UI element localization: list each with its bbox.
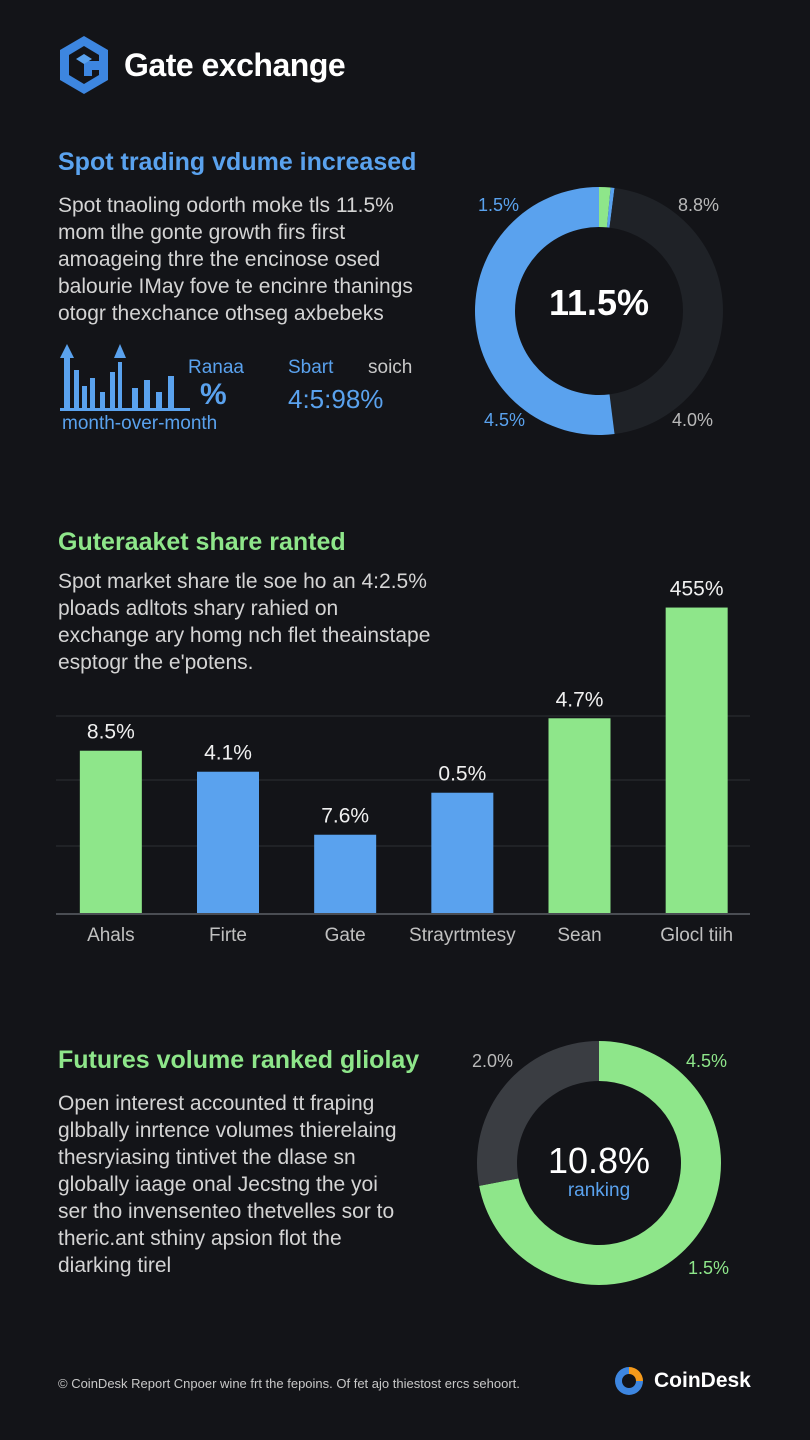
donut1-label-top-right: 8.8% [678,195,720,215]
bar-value-label: 4.7% [556,688,604,711]
section1-title: Spot trading vdume increased [58,148,417,176]
paragraph-line: thesryiasing tintivet the dlase sn [58,1146,356,1169]
donut-slice-1 [606,187,615,228]
paragraph-line: ser tho invensenteo thetvelles sor to [58,1200,395,1223]
paragraph-line: glbbally inrtence volumes thierelaing [58,1119,397,1142]
mini-title-3: soich [368,357,413,378]
donut1-label-top-left: 1.5% [478,195,520,215]
bar-gate [314,834,377,913]
mini-percent-sign: % [200,378,227,411]
paragraph-line: Spot tnaoling odorth moke tls 11.5% [58,194,394,217]
section1-paragraph: Spot tnaoling odorth moke tls 11.5% mom … [58,192,458,327]
donut-slice-0 [599,187,611,228]
bar-value-label: 455% [670,578,724,601]
donut2-center-value: 10.8% [547,1140,651,1181]
bar-strayrtmtesy [431,792,494,913]
bar-category-label: Strayrtmtesy [409,925,516,946]
coindesk-brand: CoinDesk [612,1364,751,1398]
section3-paragraph: Open interest accounted tt fraping glbba… [58,1090,438,1279]
bar-glocl-tiih [665,607,728,913]
mini-title-2: Sbart [288,357,334,378]
mini-bar-chart-icon [60,344,190,411]
bar-firte [197,771,259,913]
paragraph-line: exchange ary homg nch flet theainstape [58,624,431,647]
paragraph-line: mom tlhe gonte growth firs first [58,221,346,244]
bar-value-label: 4.1% [204,742,252,765]
donut-slice-3 [474,187,615,435]
bar-value-label: 8.5% [87,721,135,744]
bar-ahals [79,750,142,913]
donut1-label-bottom-right: 4.0% [672,410,714,430]
donut2-label-top-right: 4.5% [686,1051,728,1071]
month-over-month-caption: month-over-month [62,413,218,434]
bar-category-label: Gate [325,925,366,946]
donut2-label-top-left: 2.0% [472,1051,514,1071]
paragraph-line: ploads adltots shary rahied on [58,597,339,620]
donut2-label-bottom-right: 1.5% [688,1258,730,1278]
donut-slice-2 [609,187,723,435]
coindesk-name: CoinDesk [654,1369,751,1392]
paragraph-line: theric.ant sthiny apsion flot the [58,1227,342,1250]
mini-title-1: Ranaa [188,357,244,378]
bar-category-label: Glocl tiih [660,925,733,946]
donut1-center-value: 11.5% [548,282,650,323]
mini-value: 4:5:98% [288,384,384,414]
section2-title: Guteraaket share ranted [58,528,346,556]
bar-category-label: Firte [209,925,247,946]
bar-category-label: Ahals [87,925,135,946]
bar-value-label: 0.5% [438,763,486,786]
paragraph-line: Open interest accounted tt fraping [58,1092,375,1115]
paragraph-line: globally iaage onal Jecstng the yoi [58,1173,378,1196]
donut2-center-sub: ranking [567,1180,631,1201]
paragraph-line: Spot market share tle soe ho an 4:2.5% [58,570,427,593]
paragraph-line: diarking tirel [58,1254,172,1277]
section3-title: Futures volume ranked gliolay [58,1046,420,1074]
paragraph-line: balourie IMay fove te encinre thanings [58,275,413,298]
bar-value-label: 7.6% [321,805,369,828]
paragraph-line: amoageing thre the encinose osed [58,248,381,271]
bar-sean [548,718,611,913]
bar-category-label: Sean [557,925,601,946]
header: Gate exchange [58,34,346,96]
donut1-label-bottom-left: 4.5% [484,410,526,430]
futures-ranking-donut-chart [477,1041,721,1285]
gate-logo-icon [60,36,108,94]
donut-slice-1 [477,1041,599,1186]
paragraph-line: otogr thexchance othseg axbebeks [58,302,384,325]
coindesk-logo-icon [615,1367,643,1395]
section2-paragraph: Spot market share tle soe ho an 4:2.5% p… [58,568,498,676]
donut-slice-0 [479,1041,721,1285]
spot-volume-donut-chart [474,187,723,435]
brand-name: Gate exchange [124,46,346,83]
paragraph-line: esptogr the e'potens. [58,651,254,674]
footer-note: © CoinDesk Report Cnpoer wine frt the fe… [58,1376,520,1391]
